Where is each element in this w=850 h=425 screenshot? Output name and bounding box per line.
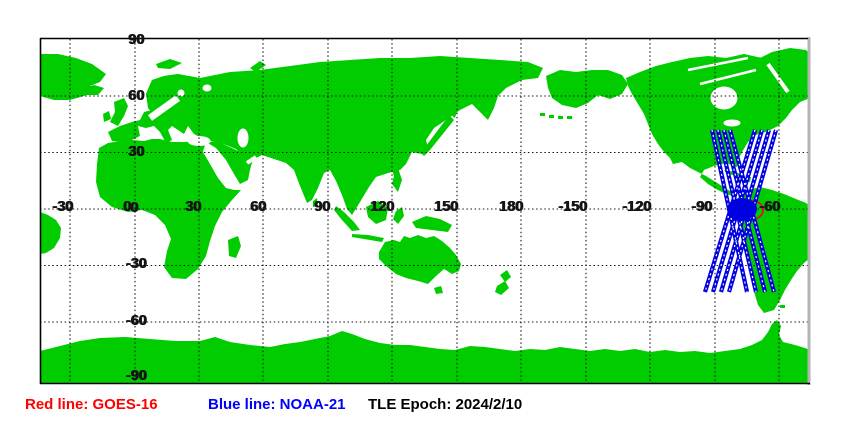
great-lakes bbox=[723, 119, 741, 127]
lon-tick: 180 bbox=[499, 199, 523, 215]
land-antarctica bbox=[40, 320, 810, 383]
lon-tick: -90 bbox=[691, 199, 712, 215]
longitude-labels: -30 0 30 60 90 120 150 180 -150 -120 -90… bbox=[52, 199, 780, 215]
land-new-zealand bbox=[495, 270, 511, 295]
lon-tick: -30 bbox=[52, 199, 73, 215]
hudson-bay bbox=[710, 86, 738, 110]
graticule bbox=[40, 39, 810, 383]
land-australia bbox=[379, 235, 461, 284]
seas bbox=[147, 56, 790, 188]
lat-tick: 60 bbox=[128, 88, 144, 104]
lat-tick: -90 bbox=[126, 368, 147, 384]
lat-tick: 30 bbox=[128, 144, 144, 160]
land-brazil-wrap bbox=[40, 212, 61, 254]
land-greenland-west bbox=[756, 48, 810, 92]
land-japan bbox=[420, 116, 454, 156]
legend-goes16: Red line: GOES-16 bbox=[25, 396, 158, 413]
land-north-america bbox=[626, 52, 810, 199]
land-iceland bbox=[82, 85, 104, 95]
caspian-sea bbox=[237, 128, 249, 148]
noaa21-ground-track bbox=[702, 129, 779, 293]
land-arabia bbox=[206, 142, 252, 184]
black-sea bbox=[187, 136, 211, 146]
lon-tick: -150 bbox=[558, 199, 587, 215]
lon-tick: 0 bbox=[123, 199, 131, 215]
lat-tick: 0 bbox=[130, 200, 138, 216]
lat-tick: 90 bbox=[128, 32, 144, 48]
legend-noaa21: Blue line: NOAA-21 bbox=[208, 396, 346, 413]
latitude-labels: 90 60 30 0 -30 -60 -90 bbox=[126, 32, 147, 384]
legend: Red line: GOES-16 Blue line: NOAA-21 TLE… bbox=[0, 396, 850, 418]
land-indonesia bbox=[334, 160, 452, 242]
lon-tick: 90 bbox=[314, 199, 330, 215]
lat-tick: -30 bbox=[126, 256, 147, 272]
lat-tick: -60 bbox=[126, 313, 147, 329]
legend-tle-epoch: TLE Epoch: 2024/2/10 bbox=[368, 396, 523, 413]
lon-tick: 30 bbox=[185, 199, 201, 215]
red-sea bbox=[203, 146, 229, 188]
baffin-bay bbox=[766, 62, 790, 94]
lon-tick: 150 bbox=[434, 199, 458, 215]
land-alaska bbox=[546, 70, 628, 108]
land-madagascar bbox=[228, 236, 241, 258]
lon-tick: -120 bbox=[622, 199, 651, 215]
lon-tick: 120 bbox=[370, 199, 394, 215]
noaa21-track-dashes bbox=[704, 129, 777, 293]
lon-tick: 60 bbox=[250, 199, 266, 215]
lon-tick: -60 bbox=[759, 199, 780, 215]
noaa21-position-dot bbox=[727, 198, 757, 220]
map-frame bbox=[39, 37, 811, 385]
